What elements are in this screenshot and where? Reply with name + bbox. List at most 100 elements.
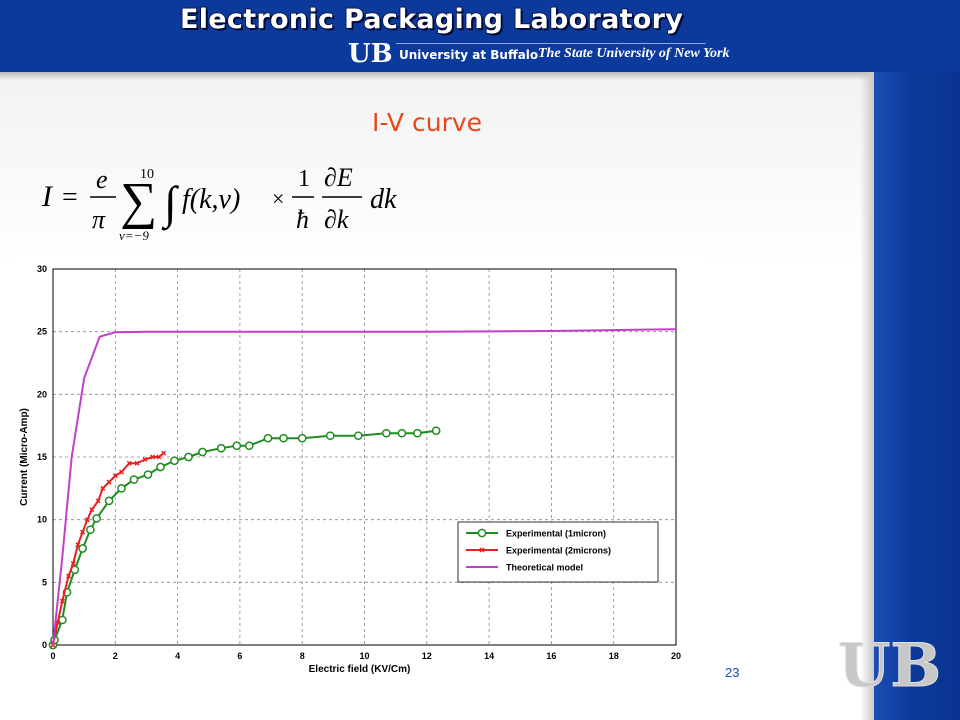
data-point <box>244 441 254 451</box>
formula-equals: = <box>62 182 78 213</box>
y-tick-label: 20 <box>37 389 47 399</box>
ub-logo-small: UB <box>348 39 392 66</box>
data-point <box>57 615 67 625</box>
header-divider <box>396 43 706 44</box>
series-line <box>52 328 677 646</box>
x-tick-label: 8 <box>300 651 305 661</box>
data-point <box>161 450 167 456</box>
data-point <box>129 475 139 484</box>
formula-hbar: ħ <box>296 205 309 234</box>
data-point <box>150 454 156 460</box>
data-point <box>84 517 90 523</box>
data-point <box>86 525 95 535</box>
legend-label: Experimental (2microns) <box>506 546 611 556</box>
y-tick-label: 30 <box>37 264 47 274</box>
university-name: University at Buffalo <box>399 48 539 62</box>
data-point <box>143 470 153 479</box>
series-line <box>52 429 437 646</box>
data-point <box>112 473 118 479</box>
ub-logo-large: UB <box>838 631 942 695</box>
x-axis-label: Electric field (KV/Cm) <box>309 664 411 674</box>
formula-sum-symbol: ∑ <box>120 173 157 230</box>
y-tick-label: 0 <box>42 640 47 650</box>
formula-derivative-numerator: ∂E <box>324 163 353 192</box>
iv-chart: 0 2 4 6 8 10 12 14 16 18 20 0 5 10 15 20 25 30 Experiment… <box>19 264 681 674</box>
formula-fraction-numerator: e <box>96 165 108 194</box>
y-tick-label: 15 <box>37 452 47 462</box>
data-point <box>95 498 101 504</box>
data-point <box>92 514 101 523</box>
chart-axes <box>52 268 677 646</box>
data-point <box>156 462 165 472</box>
x-tick-label: 0 <box>50 651 55 661</box>
data-point <box>198 447 207 457</box>
formula-fraction-denominator: π <box>92 205 106 234</box>
data-point <box>59 598 65 604</box>
header-banner: Electronic Packaging Laboratory UB Unive… <box>0 0 960 72</box>
chart-legend: Experimental (1micron) Experimental (2mic… <box>457 521 659 583</box>
header-shadow <box>0 72 874 80</box>
x-tick-label: 6 <box>237 651 242 661</box>
data-point <box>397 428 407 438</box>
data-point <box>70 561 76 567</box>
data-point <box>117 483 126 493</box>
x-tick-label: 20 <box>671 651 681 661</box>
data-point <box>126 460 132 466</box>
x-tick-label: 12 <box>422 651 432 661</box>
x-tick-label: 10 <box>359 651 369 661</box>
formula-lhs: I <box>41 180 54 213</box>
data-point <box>170 456 179 466</box>
chart-tick-labels: 0 2 4 6 8 10 12 14 16 18 20 0 5 10 15 20 25 30 <box>37 264 681 661</box>
y-tick-label: 5 <box>42 577 47 587</box>
data-point <box>353 431 363 441</box>
formula-one: 1 <box>298 166 310 192</box>
y-tick-label: 25 <box>37 327 47 337</box>
legend-label: Theoretical model <box>506 563 583 573</box>
data-point <box>66 573 72 579</box>
data-point <box>78 544 87 553</box>
data-point <box>325 431 335 441</box>
legend-swatch-marker <box>477 528 487 538</box>
formula-integrand: f(k,ν) <box>182 184 240 215</box>
formula-times: × <box>272 186 284 211</box>
slide-title: I-V curve <box>372 108 483 137</box>
data-point <box>413 428 422 438</box>
data-point <box>118 469 125 475</box>
data-point <box>297 433 307 443</box>
data-point <box>80 529 86 535</box>
data-point <box>156 454 162 460</box>
data-point <box>104 496 114 506</box>
x-tick-label: 18 <box>609 651 619 661</box>
data-point <box>263 433 273 443</box>
series-3 <box>52 328 677 646</box>
current-formula: I = e π 10 ∑ ν=−9 ∫ f(k,ν) × 1 ħ ∂E ∂k d… <box>41 163 397 243</box>
data-point <box>100 485 106 491</box>
data-point <box>216 443 226 453</box>
chart-series <box>48 328 677 650</box>
data-point <box>75 542 81 548</box>
data-point <box>279 433 288 443</box>
x-tick-label: 2 <box>113 651 118 661</box>
formula-sum-lower: ν=−9 <box>119 228 149 243</box>
right-panel-shadow <box>860 72 874 720</box>
data-point <box>232 441 242 451</box>
data-point <box>142 456 148 463</box>
formula-derivative-denominator: ∂k <box>324 205 349 234</box>
y-axis-label: Current (Micro-Amp) <box>19 408 30 506</box>
ub-logo-large-text: UB <box>838 631 941 694</box>
x-tick-label: 4 <box>175 651 180 661</box>
x-tick-label: 16 <box>546 651 556 661</box>
legend-label: Experimental (1micron) <box>506 529 606 539</box>
data-point <box>431 426 441 436</box>
ub-logo-small-text: UB <box>348 39 392 66</box>
right-side-panel <box>874 72 960 720</box>
lab-title: Electronic Packaging Laboratory <box>179 3 684 36</box>
university-subtitle: The State University of New York <box>538 46 730 61</box>
data-point <box>134 460 140 466</box>
series-1 <box>48 426 441 650</box>
data-point <box>184 452 193 462</box>
data-point <box>106 479 112 485</box>
x-tick-label: 14 <box>484 651 494 661</box>
data-point <box>381 428 391 438</box>
slide-number: 23 <box>725 665 740 680</box>
